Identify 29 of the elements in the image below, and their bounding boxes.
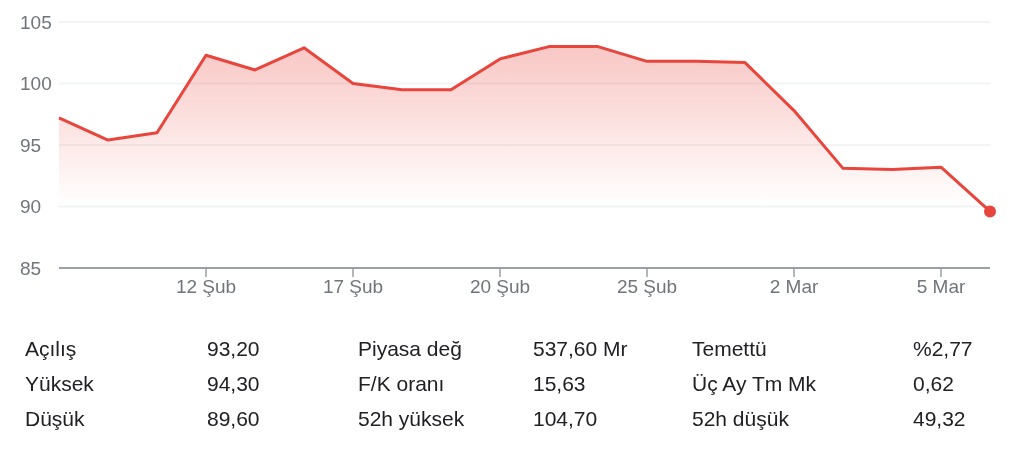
text: Üç Ay Tm Mk xyxy=(692,372,817,395)
text: Piyasa değ xyxy=(358,337,462,360)
text: Temettü xyxy=(692,337,767,360)
text: 537,60 Mr xyxy=(533,337,628,360)
text: 0,62 xyxy=(913,372,954,395)
y-tick-label: 105 xyxy=(20,11,52,33)
y-tick-label: 90 xyxy=(20,196,42,218)
y-tick-label: 85 xyxy=(20,257,42,279)
y-tick-label: 100 xyxy=(20,73,52,95)
text: 104,70 xyxy=(533,407,598,430)
x-tick-label: 5 Mar xyxy=(916,276,966,298)
x-tick-label: 12 Şub xyxy=(175,276,237,298)
text: Açılış xyxy=(25,337,77,360)
text: 49,32 xyxy=(913,407,966,430)
text: 15,63 xyxy=(533,372,586,395)
text: %2,77 xyxy=(913,337,973,360)
x-tick-label: 25 Şub xyxy=(616,276,678,298)
text: 94,30 xyxy=(207,372,260,395)
text: Düşük xyxy=(25,407,85,430)
text: 52h düşük xyxy=(692,407,789,430)
text: Yüksek xyxy=(25,372,94,395)
x-tick-label: 17 Şub xyxy=(322,276,384,298)
y-tick-label: 95 xyxy=(20,134,42,156)
x-tick-label: 20 Şub xyxy=(469,276,531,298)
text: 52h yüksek xyxy=(358,407,465,430)
x-tick-label: 2 Mar xyxy=(769,276,819,298)
text: F/K oranı xyxy=(358,372,445,395)
text: 89,60 xyxy=(207,407,260,430)
text: 93,20 xyxy=(207,337,260,360)
